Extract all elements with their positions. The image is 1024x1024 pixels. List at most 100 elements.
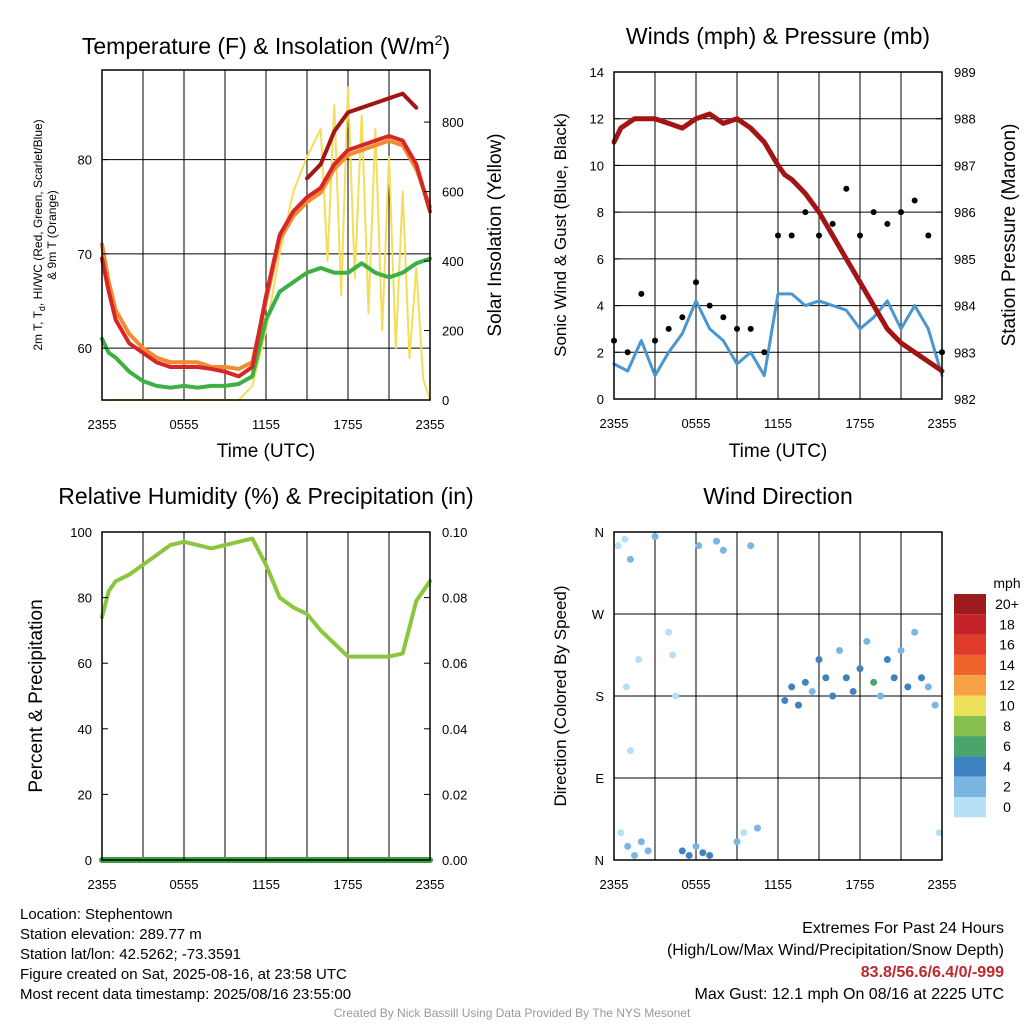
gust-point xyxy=(775,232,781,239)
temperature-grid xyxy=(102,70,430,400)
direction-point xyxy=(617,829,625,837)
gust-point xyxy=(788,232,795,239)
direction-ticks: 2355 0555 1155 1755 2355 N E S W N xyxy=(592,525,957,892)
x-tick-label: 0555 xyxy=(682,877,711,892)
humidity-grid xyxy=(142,532,390,860)
direction-point xyxy=(635,656,643,664)
x-tick-label: 1755 xyxy=(334,877,363,892)
x-tick-label: 0555 xyxy=(682,416,711,431)
y-tick-label: 80 xyxy=(78,153,92,168)
gust-point xyxy=(898,209,904,216)
colorbar-swatch xyxy=(954,695,986,716)
colorbar-label: 6 xyxy=(1003,738,1011,754)
direction-title: Wind Direction xyxy=(703,483,853,509)
humidity-ticks: 2355 0555 1155 1755 2355 0 20 40 60 80 100 0.00 0.02… xyxy=(70,525,467,892)
figure-created: Figure created on Sat, 2025-08-16, at 23… xyxy=(20,966,347,983)
y-tick-label: 14 xyxy=(590,65,604,80)
y-tick-label: 8 xyxy=(597,205,604,220)
colorbar-swatch xyxy=(954,614,986,635)
direction-point xyxy=(788,683,796,691)
direction-point xyxy=(870,678,878,686)
temperature-ylabel-left-line1: 2m T, Td, HI/WC (Red, Green, Scarlet/Blu… xyxy=(31,119,47,350)
max-gust: Max Gust: 12.1 mph On 08/16 at 2225 UTC xyxy=(694,986,1005,1003)
direction-point xyxy=(672,692,679,700)
y-tick-label: 60 xyxy=(78,656,92,671)
x-tick-label: 2355 xyxy=(928,416,957,431)
colorbar-label: 18 xyxy=(999,616,1015,632)
y2-tick-label: 0.06 xyxy=(442,656,467,671)
y-tick-label: 4 xyxy=(597,299,604,314)
dewpoint-line xyxy=(100,256,432,390)
station-latlon: Station lat/lon: 42.5262; -73.3591 xyxy=(20,946,242,963)
y-tick-label: 20 xyxy=(78,787,92,802)
colorbar-swatch xyxy=(954,756,986,777)
direction-point xyxy=(918,674,925,682)
gust-point xyxy=(706,302,713,309)
y-tick-label: S xyxy=(595,689,604,704)
y-tick-label: E xyxy=(595,771,604,786)
humidity-ylabel-left: Percent & Precipitation xyxy=(26,599,47,792)
direction-point xyxy=(754,824,761,832)
y2-tick-label: 987 xyxy=(954,158,976,173)
direction-point xyxy=(829,692,837,700)
y-tick-label: 70 xyxy=(78,247,92,262)
x-tick-label: 2355 xyxy=(600,416,629,431)
temperature-series xyxy=(100,86,432,401)
y2-tick-label: 400 xyxy=(442,254,464,269)
direction-point xyxy=(733,838,741,846)
y2-tick-label: 0 xyxy=(442,393,449,408)
y-tick-label: N xyxy=(595,853,604,868)
colorbar-swatch xyxy=(954,594,986,615)
gust-point xyxy=(843,185,850,192)
colorbar-label: 12 xyxy=(999,677,1015,693)
gust-point xyxy=(884,220,891,227)
winds-xlabel: Time (UTC) xyxy=(729,441,828,462)
direction-point xyxy=(822,674,830,682)
x-tick-label: 1155 xyxy=(252,417,280,432)
y2-tick-label: 985 xyxy=(954,252,976,267)
colorbar-label: 8 xyxy=(1003,718,1011,734)
colorbar-swatch xyxy=(954,736,986,757)
y-tick-label: 60 xyxy=(78,341,92,356)
direction-point xyxy=(815,656,823,664)
heat-index-line xyxy=(305,91,419,181)
extremes-title: Extremes For Past 24 Hours xyxy=(802,920,1004,937)
gust-point xyxy=(638,290,645,297)
gust-point xyxy=(679,314,686,321)
x-tick-label: 1755 xyxy=(846,877,875,892)
y-tick-label: 80 xyxy=(78,591,92,606)
direction-point xyxy=(637,838,645,846)
temperature-ylabel-left-line2: & 9m T (Orange) xyxy=(45,190,59,280)
direction-point xyxy=(699,849,707,857)
station-elevation: Station elevation: 289.77 m xyxy=(20,926,202,943)
direction-point xyxy=(651,533,659,541)
x-tick-label: 0555 xyxy=(170,877,199,892)
direction-point xyxy=(924,683,932,691)
y-tick-label: 40 xyxy=(78,722,92,737)
colorbar-label: 0 xyxy=(1003,799,1011,815)
direction-point xyxy=(665,628,673,636)
y2-tick-label: 984 xyxy=(954,299,976,314)
y-tick-label: N xyxy=(595,525,604,540)
y-tick-label: 12 xyxy=(590,112,604,127)
y2-tick-label: 982 xyxy=(954,392,976,407)
y-tick-label: 6 xyxy=(597,252,604,267)
x-tick-label: 1155 xyxy=(252,877,280,892)
x-tick-label: 1755 xyxy=(334,417,363,432)
y-tick-label: W xyxy=(592,607,605,622)
gust-point xyxy=(857,232,863,239)
x-tick-label: 1155 xyxy=(764,416,792,431)
gust-point xyxy=(693,279,699,286)
direction-panel: Wind Direction 2355 0555 1155 1755 2355 N E S W N… xyxy=(551,483,1021,892)
recent-timestamp: Most recent data timestamp: 2025/08/16 2… xyxy=(20,986,352,1003)
y-tick-label: 0 xyxy=(597,392,604,407)
direction-point xyxy=(747,542,755,550)
direction-point xyxy=(692,842,700,850)
direction-point xyxy=(706,851,714,859)
x-tick-label: 2355 xyxy=(600,877,629,892)
direction-point xyxy=(897,646,905,654)
direction-point xyxy=(622,683,630,691)
y2-tick-label: 989 xyxy=(954,65,976,80)
temperature-panel: Temperature (F) & Insolation (W/m2) 2355… xyxy=(31,32,506,462)
direction-point xyxy=(719,546,727,554)
